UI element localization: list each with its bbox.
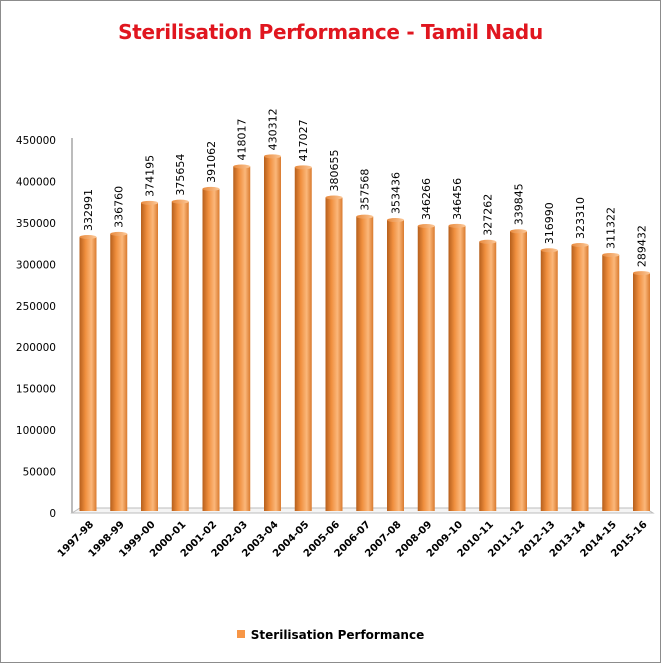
data-label: 316990 bbox=[543, 202, 556, 244]
data-label: 332991 bbox=[82, 189, 95, 231]
data-label: 417027 bbox=[297, 119, 310, 161]
bar-cap bbox=[233, 164, 251, 169]
bar bbox=[171, 199, 189, 511]
bar-cap bbox=[479, 239, 497, 244]
bar-body bbox=[417, 225, 435, 512]
bar-body bbox=[602, 254, 620, 511]
bar-body bbox=[633, 273, 650, 511]
y-tick-label: 450000 bbox=[16, 135, 56, 147]
bar bbox=[448, 223, 466, 511]
bar-body bbox=[479, 241, 497, 512]
data-label: 391062 bbox=[205, 141, 218, 183]
data-labels: 332991 336760 374195 375654 391062 418017 4303… bbox=[82, 108, 649, 267]
bar-body bbox=[264, 156, 281, 512]
bars bbox=[79, 154, 650, 512]
bar-cap bbox=[79, 234, 97, 239]
bar bbox=[510, 229, 527, 511]
bar-body bbox=[141, 202, 158, 511]
bar-cap bbox=[110, 231, 128, 236]
bar-cap bbox=[510, 229, 527, 234]
data-label: 353436 bbox=[390, 172, 403, 214]
legend: Sterilisation Performance bbox=[0, 628, 661, 642]
y-tick-label: 50000 bbox=[23, 467, 56, 479]
bar bbox=[417, 223, 435, 512]
bar-body bbox=[294, 167, 312, 512]
bar-body bbox=[448, 225, 466, 511]
data-label: 418017 bbox=[236, 119, 249, 161]
bar bbox=[633, 271, 650, 511]
bar-body bbox=[110, 233, 128, 511]
bar-body bbox=[171, 201, 189, 511]
x-axis-labels: 1997-981998-991999-002000-012001-022002-… bbox=[56, 519, 650, 559]
bar bbox=[233, 164, 251, 511]
bar bbox=[141, 200, 158, 511]
bar bbox=[110, 231, 128, 511]
data-label: 380655 bbox=[328, 149, 341, 191]
data-label: 327262 bbox=[482, 194, 495, 236]
data-label: 375654 bbox=[174, 154, 187, 196]
y-tick-label: 100000 bbox=[16, 425, 56, 437]
bar bbox=[356, 214, 374, 512]
y-tick-label: 350000 bbox=[16, 218, 56, 230]
data-label: 336760 bbox=[113, 186, 126, 228]
bar-cap bbox=[540, 248, 558, 253]
bar-cap bbox=[264, 154, 281, 159]
bar-cap bbox=[171, 199, 189, 204]
data-label: 289432 bbox=[636, 225, 649, 267]
bar-cap bbox=[387, 218, 404, 223]
y-tick-label: 300000 bbox=[16, 259, 56, 271]
data-label: 323310 bbox=[574, 197, 587, 239]
bar-body bbox=[79, 236, 97, 511]
y-tick-label: 200000 bbox=[16, 342, 56, 354]
bar bbox=[602, 252, 620, 511]
bar bbox=[479, 239, 497, 512]
bar bbox=[387, 218, 404, 511]
legend-label: Sterilisation Performance bbox=[250, 628, 425, 642]
bar bbox=[325, 195, 343, 511]
bar-cap bbox=[141, 200, 158, 205]
data-label: 339845 bbox=[513, 183, 526, 225]
bar-body bbox=[571, 245, 589, 511]
bar-body bbox=[387, 220, 404, 511]
bar-body bbox=[510, 231, 527, 511]
bar-body bbox=[202, 188, 220, 511]
data-label: 374195 bbox=[144, 155, 157, 197]
data-label: 346456 bbox=[451, 178, 464, 220]
y-tick-label: 400000 bbox=[16, 176, 56, 188]
y-tick-label: 150000 bbox=[16, 384, 56, 396]
bar-body bbox=[356, 216, 374, 512]
bar-cap bbox=[571, 243, 589, 248]
data-label: 430312 bbox=[267, 108, 280, 150]
bar-cap bbox=[325, 195, 343, 200]
bar-body bbox=[540, 250, 558, 512]
y-tick-label: 0 bbox=[49, 508, 56, 520]
bar-body bbox=[325, 197, 343, 511]
data-label: 346266 bbox=[420, 178, 433, 220]
legend-swatch bbox=[236, 630, 245, 638]
bar bbox=[571, 243, 589, 511]
bar bbox=[202, 186, 220, 511]
y-tick-label: 250000 bbox=[16, 301, 56, 313]
bar bbox=[540, 248, 558, 512]
bar bbox=[79, 234, 97, 511]
bar bbox=[294, 165, 312, 512]
data-label: 357568 bbox=[359, 169, 372, 211]
bar-cap bbox=[202, 186, 220, 191]
bar-cap bbox=[448, 223, 466, 228]
bar-cap bbox=[602, 252, 620, 257]
bar bbox=[264, 154, 281, 512]
data-label: 311322 bbox=[605, 207, 618, 249]
bar-body bbox=[233, 166, 251, 511]
bar-cap bbox=[356, 214, 374, 219]
bar-cap bbox=[294, 165, 312, 170]
chart-title: Sterilisation Performance - Tamil Nadu bbox=[118, 20, 543, 44]
bar-cap bbox=[417, 223, 435, 228]
bar-cap bbox=[633, 271, 650, 276]
axes: 0 50000 100000 150000 200000 250000 300000 3500… bbox=[16, 135, 655, 520]
